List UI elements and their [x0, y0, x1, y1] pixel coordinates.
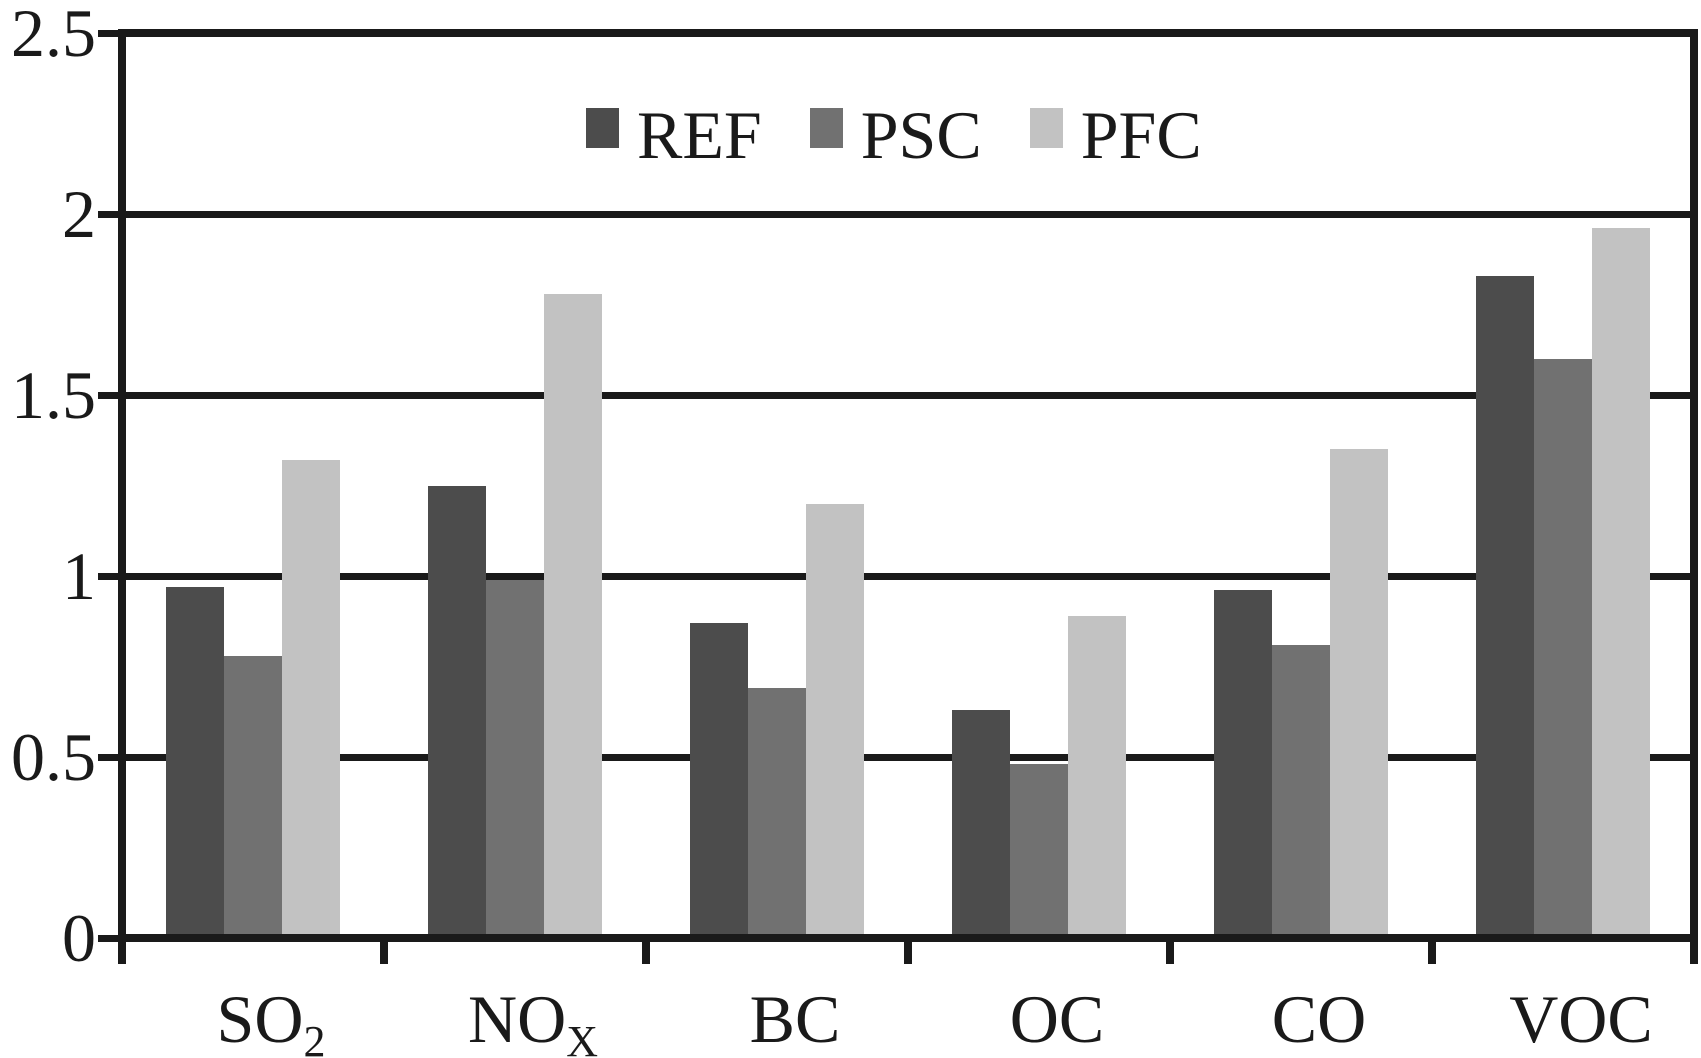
bar-psc-voc — [1534, 358, 1592, 938]
y-tick-label: 2.5 — [11, 0, 96, 71]
bar-ref-co — [1214, 590, 1272, 938]
bar-ref-bc — [690, 623, 748, 938]
gridline-0.5 — [122, 753, 1694, 761]
bar-pfc-bc — [806, 503, 864, 938]
y-tick-2 — [98, 210, 122, 218]
x-label-text: NO — [468, 981, 567, 1057]
bar-ref-nox — [428, 485, 486, 938]
y-tick-label: 2 — [62, 176, 96, 252]
bar-ref-so2 — [166, 586, 224, 938]
plot-border-right — [1690, 29, 1698, 942]
bar-pfc-nox — [544, 293, 602, 938]
y-tick-1 — [98, 572, 122, 580]
x-label-subscript: 2 — [303, 1017, 326, 1058]
legend-swatch-ref — [586, 108, 619, 148]
x-tick-3 — [904, 938, 912, 964]
bar-pfc-co — [1330, 449, 1388, 938]
x-tick-5 — [1428, 938, 1436, 964]
bar-psc-so2 — [224, 655, 282, 938]
x-label-text: VOC — [1509, 981, 1653, 1057]
x-axis-label-oc: OC — [926, 984, 1188, 1054]
x-axis-label-so2: SO2 — [140, 984, 402, 1058]
bar-psc-oc — [1010, 764, 1068, 938]
legend-label-psc: PSC — [860, 97, 982, 173]
legend-entry-psc: PSC — [809, 97, 982, 173]
gridline-2 — [122, 210, 1694, 218]
legend-swatch-psc — [809, 108, 843, 148]
bar-pfc-so2 — [282, 460, 340, 938]
x-label-text: CO — [1271, 981, 1367, 1057]
legend-label-ref: REF — [637, 97, 762, 173]
x-label-subscript: X — [566, 1017, 598, 1058]
legend-entry-ref: REF — [586, 100, 762, 170]
legend-entry-pfc: PFC — [1029, 97, 1202, 173]
x-tick-2 — [642, 938, 650, 964]
x-tick-4 — [1166, 938, 1174, 964]
legend-swatch-pfc — [1029, 108, 1063, 148]
bar-ref-oc — [952, 709, 1010, 938]
legend-label-pfc: PFC — [1080, 97, 1202, 173]
y-tick-0.5 — [98, 753, 122, 761]
x-label-text: OC — [1009, 981, 1105, 1057]
gridline-1 — [122, 572, 1694, 580]
x-axis-label-voc: VOC — [1450, 984, 1701, 1054]
x-label-text: SO — [216, 981, 304, 1057]
y-tick-label: 1 — [62, 538, 96, 614]
bar-psc-bc — [748, 688, 806, 938]
x-label-text: BC — [749, 981, 841, 1057]
x-tick-0 — [118, 938, 126, 964]
y-tick-label: 0.5 — [11, 719, 96, 795]
x-axis-label-bc: BC — [664, 984, 926, 1054]
chart-legend: REF PSC PFC — [586, 100, 1202, 170]
gridline-1.5 — [122, 391, 1694, 399]
y-tick-0 — [98, 934, 122, 942]
bar-pfc-voc — [1592, 228, 1650, 938]
y-tick-label: 1.5 — [11, 357, 96, 433]
bar-ref-voc — [1476, 275, 1534, 938]
y-tick-label: 0 — [62, 900, 96, 976]
x-axis-label-nox: NOX — [402, 984, 664, 1058]
bar-psc-nox — [486, 579, 544, 938]
x-tick-6 — [1690, 938, 1698, 964]
y-tick-2.5 — [98, 29, 122, 37]
x-axis-label-co: CO — [1188, 984, 1450, 1054]
bar-pfc-oc — [1068, 615, 1126, 938]
bar-psc-co — [1272, 644, 1330, 938]
y-axis-line — [118, 29, 126, 942]
plot-border-top — [118, 29, 1698, 37]
y-tick-1.5 — [98, 391, 122, 399]
x-tick-1 — [380, 938, 388, 964]
